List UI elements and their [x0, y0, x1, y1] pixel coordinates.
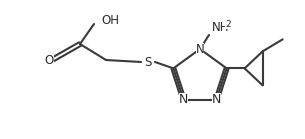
Text: S: S — [144, 55, 152, 69]
Text: N: N — [212, 93, 221, 106]
Text: O: O — [45, 54, 54, 66]
Text: NH: NH — [212, 20, 229, 33]
Text: N: N — [179, 93, 188, 106]
Text: OH: OH — [101, 13, 119, 27]
Text: 2: 2 — [225, 19, 231, 28]
Text: N: N — [196, 43, 204, 55]
